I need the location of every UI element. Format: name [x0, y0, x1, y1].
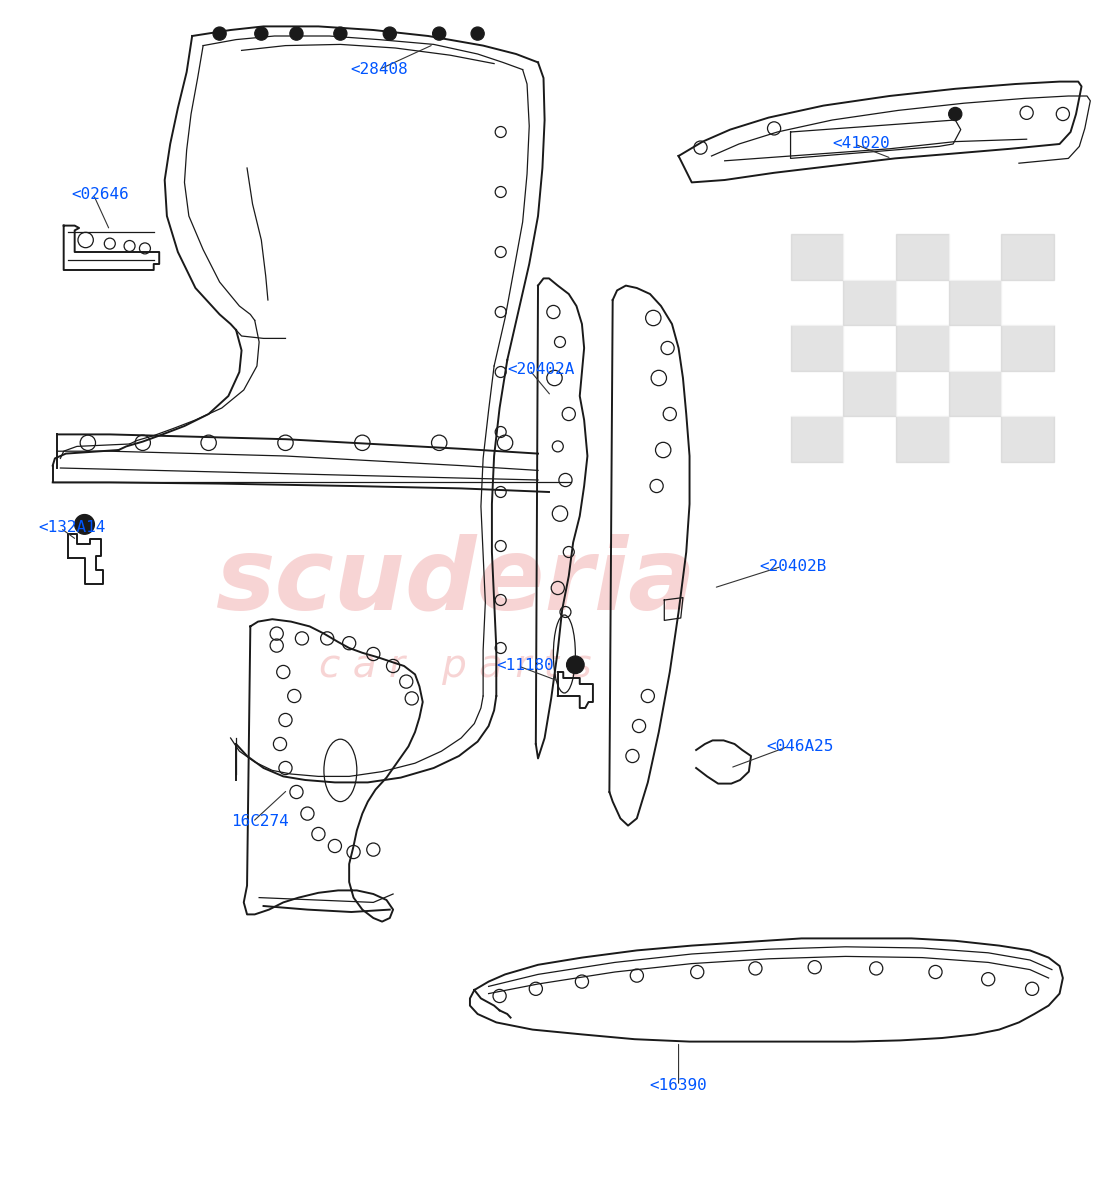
Bar [896, 325, 949, 371]
Text: <20402B: <20402B [760, 559, 827, 574]
Text: <132A14: <132A14 [38, 521, 105, 535]
Circle shape [433, 28, 446, 40]
Text: <20402A: <20402A [507, 362, 574, 377]
Bar [1001, 325, 1054, 371]
Text: <16390: <16390 [650, 1079, 707, 1093]
Circle shape [255, 28, 268, 40]
Bar [791, 371, 843, 416]
Bar [896, 234, 949, 280]
Circle shape [75, 515, 94, 534]
Bar [843, 325, 896, 371]
Bar [896, 371, 949, 416]
Bar [843, 280, 896, 325]
Circle shape [383, 28, 396, 40]
Bar [791, 280, 843, 325]
Circle shape [290, 28, 303, 40]
Circle shape [213, 28, 226, 40]
Bar [896, 280, 949, 325]
Bar [896, 416, 949, 462]
Bar [1001, 416, 1054, 462]
Text: c a r   p a r t s: c a r p a r t s [320, 647, 592, 685]
Bar [1001, 234, 1054, 280]
Text: <046A25: <046A25 [766, 739, 833, 754]
Circle shape [567, 656, 584, 673]
Bar [949, 416, 1001, 462]
Text: scuderia: scuderia [215, 534, 696, 630]
Bar [949, 280, 1001, 325]
Text: <11180: <11180 [496, 659, 554, 673]
Bar [791, 416, 843, 462]
Bar [791, 234, 843, 280]
Circle shape [334, 28, 347, 40]
Circle shape [471, 28, 484, 40]
Text: <28408: <28408 [350, 62, 407, 77]
Text: <02646: <02646 [71, 187, 130, 202]
Text: <41020: <41020 [832, 137, 890, 151]
Circle shape [949, 108, 962, 120]
Bar [843, 234, 896, 280]
Bar [949, 234, 1001, 280]
Bar [949, 325, 1001, 371]
Bar [1001, 280, 1054, 325]
Bar [843, 371, 896, 416]
Bar [791, 325, 843, 371]
Bar [1001, 371, 1054, 416]
Text: 16C274: 16C274 [231, 815, 289, 829]
Bar [843, 416, 896, 462]
Bar [949, 371, 1001, 416]
